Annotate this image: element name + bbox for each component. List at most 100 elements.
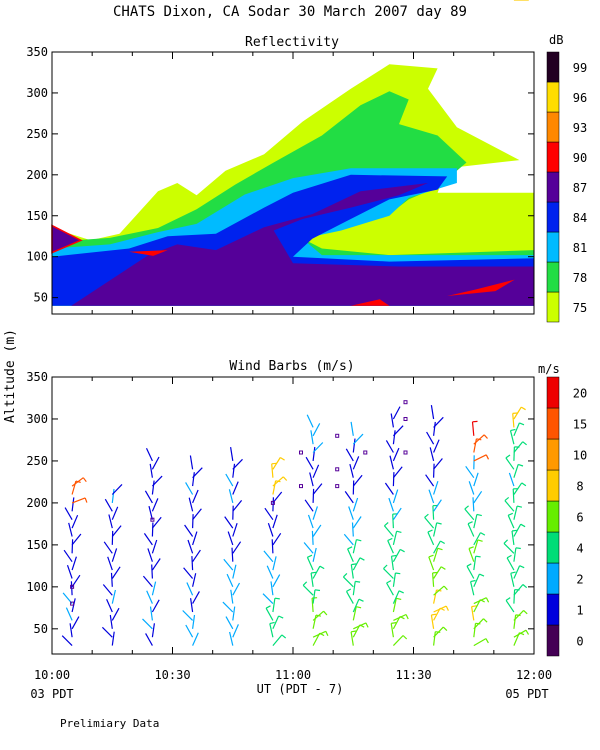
wind-barb xyxy=(433,416,444,428)
reflectivity-colorbar-swatch-84 xyxy=(546,201,560,233)
wind-barb xyxy=(306,557,314,571)
wind-barb xyxy=(473,599,481,613)
wind-barb xyxy=(392,472,395,487)
calm-marker xyxy=(403,417,408,421)
wind-barb xyxy=(386,582,394,596)
wind-barb xyxy=(192,591,200,604)
wind-barb-flag xyxy=(525,629,530,635)
wind-barb xyxy=(387,540,394,554)
wind-barb xyxy=(510,573,515,587)
windbarb-colorbar-label: 4 xyxy=(576,542,583,556)
footer-note: Prelimiary Data xyxy=(60,717,159,730)
wind-barb xyxy=(230,589,234,604)
wind-barb-flag xyxy=(476,513,482,517)
wind-barb xyxy=(182,610,194,621)
wind-barb-flag xyxy=(443,585,448,591)
wind-barb xyxy=(513,482,523,495)
wind-barb xyxy=(272,476,284,487)
wind-barb xyxy=(352,581,356,596)
wind-barb-flag xyxy=(510,428,516,432)
wind-barb xyxy=(272,514,278,529)
reflectivity-colorbar-swatch-96 xyxy=(546,81,560,113)
wind-barb xyxy=(71,533,82,546)
wind-barb-flag xyxy=(520,406,526,411)
wind-barb xyxy=(272,615,280,630)
wind-barb xyxy=(312,524,322,537)
wind-barb xyxy=(392,635,404,647)
reflectivity-colorbar-unit: dB xyxy=(549,33,563,47)
windbarb-colorbar-label: 2 xyxy=(576,573,583,587)
wind-barb xyxy=(473,638,487,647)
wind-barb xyxy=(111,607,120,621)
wind-barb-flag xyxy=(431,613,437,616)
wind-barb xyxy=(464,508,475,521)
wind-barb xyxy=(311,530,314,545)
wind-barb xyxy=(149,606,153,621)
wind-barb-flag xyxy=(523,609,528,615)
wind-barb xyxy=(310,430,314,445)
wind-barb xyxy=(151,558,161,571)
wind-barb xyxy=(192,467,203,479)
wind-barb xyxy=(223,558,234,571)
reflectivity-region-87db xyxy=(71,183,535,306)
windbarb-colorbar-label: 8 xyxy=(576,480,583,494)
wind-barb xyxy=(68,522,73,537)
wind-barb xyxy=(151,564,153,579)
wind-barb xyxy=(111,483,123,495)
calm-marker xyxy=(299,450,303,455)
wind-barb xyxy=(184,524,194,537)
reflectivity-y-tick-label: 100 xyxy=(26,250,48,264)
reflectivity-contours xyxy=(51,64,535,306)
wind-barb-flag xyxy=(346,588,352,592)
wind-barb xyxy=(513,629,527,638)
wind-barb xyxy=(513,441,524,453)
windbarb-colorbar-swatch-0 xyxy=(546,624,560,657)
wind-barb xyxy=(309,472,314,487)
wind-barb xyxy=(473,532,482,546)
windbarb-y-tick-label: 350 xyxy=(26,370,48,384)
wind-barb xyxy=(511,530,515,545)
wind-barb-flag xyxy=(347,546,353,550)
wind-barb-flag xyxy=(519,422,525,426)
wind-barb-flag xyxy=(506,554,512,559)
wind-barb xyxy=(473,618,484,630)
wind-barb xyxy=(513,589,516,604)
wind-barb xyxy=(465,465,475,479)
wind-barb xyxy=(307,514,314,529)
wind-barb xyxy=(151,475,163,487)
wind-barb-flag xyxy=(521,482,527,487)
wind-barb xyxy=(272,574,281,588)
wind-barb xyxy=(466,565,475,579)
wind-barb-flag xyxy=(437,547,443,551)
wind-barb xyxy=(227,531,234,546)
calm-marker xyxy=(150,517,155,522)
windbarb-colorbar-label: 15 xyxy=(573,418,587,432)
wind-barb xyxy=(352,606,357,621)
wind-barb xyxy=(433,605,447,613)
reflectivity-colorbar-swatch-93 xyxy=(546,111,560,143)
wind-barb xyxy=(504,500,515,512)
wind-barb xyxy=(63,549,73,563)
wind-barb-flag xyxy=(475,622,481,625)
wind-barb xyxy=(392,531,398,546)
wind-barb xyxy=(473,556,477,571)
wind-barb xyxy=(433,585,445,596)
wind-barb xyxy=(111,566,121,579)
wind-barb-flag xyxy=(520,523,526,528)
wind-barb xyxy=(272,556,277,571)
x-axis-start-local: 03 PDT xyxy=(30,687,73,701)
wind-barb xyxy=(428,556,435,571)
windbarb-plot-frame xyxy=(51,376,535,655)
calm-marker xyxy=(335,484,340,489)
wind-barb xyxy=(430,405,435,420)
windbarb-colorbar-swatch-20 xyxy=(546,376,560,409)
wind-barb xyxy=(71,616,80,630)
wind-barb xyxy=(104,498,113,512)
wind-barb xyxy=(232,624,239,638)
calm-marker xyxy=(335,467,340,472)
wind-barb xyxy=(312,589,316,604)
wind-barb xyxy=(513,406,522,420)
wind-barb-flag xyxy=(428,554,434,558)
wind-barb-flag xyxy=(475,555,481,558)
wind-barb xyxy=(467,523,475,537)
